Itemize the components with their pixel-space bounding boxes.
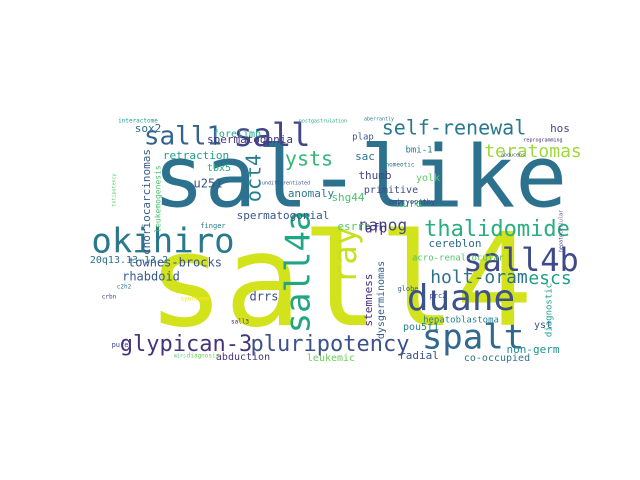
cloud-word: stemness — [362, 274, 375, 327]
cloud-word: globe — [397, 285, 418, 293]
cloud-word: tbx5 — [207, 163, 231, 174]
cloud-word: sall4b — [463, 241, 579, 279]
cloud-word: nurd — [396, 197, 423, 210]
cloud-word: embryopathy — [389, 198, 435, 206]
cloud-word: self-renewal — [382, 116, 527, 140]
cloud-word: interactome — [118, 118, 158, 125]
cloud-word: diagnosis — [187, 353, 220, 360]
cloud-word: sall3 — [231, 319, 249, 326]
cloud-word: leukemic — [307, 353, 355, 364]
cloud-word: sall1 — [144, 122, 222, 152]
cloud-word: dysgerminomas — [376, 261, 387, 339]
cloud-word: postgastrulation — [299, 119, 347, 125]
cloud-word: escs — [528, 268, 571, 289]
cloud-word: finger — [200, 222, 225, 230]
cloud-word: non-germ — [507, 343, 560, 356]
cloud-word: radial — [399, 349, 439, 362]
cloud-word: pou5f1 — [403, 322, 439, 333]
cloud-word: homeotic — [386, 162, 415, 169]
cloud-word: leukemogenesis — [154, 165, 163, 233]
cloud-word: reprogramming — [523, 138, 562, 144]
cloud-word: bmi-1 — [405, 146, 432, 156]
cloud-word: pluripotency — [251, 332, 410, 357]
cloud-word: drrs — [250, 290, 279, 304]
cloud-word: cereblon — [429, 237, 482, 250]
cloud-word: undifferentiated — [262, 181, 310, 187]
cloud-word: glypican-3 — [120, 332, 252, 357]
cloud-word: aberrantly — [364, 117, 394, 123]
cloud-word: forelimb — [213, 129, 261, 140]
cloud-word: yst — [534, 320, 552, 331]
cloud-word: mirs — [174, 354, 186, 360]
cloud-word: shg44 — [331, 191, 364, 204]
cloud-word: ysts — [285, 147, 333, 171]
cloud-word: spermatogonial — [237, 209, 330, 222]
cloud-word: teratomas — [484, 141, 582, 162]
cloud-word: duane — [407, 278, 515, 319]
cloud-word: abduction — [216, 352, 270, 363]
cloud-word: hepatoblastoma — [423, 316, 499, 326]
cloud-word: crbn — [102, 294, 117, 301]
cloud-word: prc2 — [430, 292, 447, 300]
cloud-word: rhabdoid — [122, 270, 180, 284]
cloud-word: sox2 — [135, 122, 162, 135]
cloud-word: sal-like — [153, 127, 567, 227]
cloud-word: spermatogonia — [207, 133, 293, 146]
cloud-word: hos — [550, 122, 570, 135]
cloud-word: sall4 — [147, 207, 532, 356]
cloud-word: thalidomide — [424, 217, 570, 242]
cloud-word: nanog — [359, 216, 407, 235]
cloud-word: townes-brocks — [128, 256, 222, 270]
cloud-word: sall4a — [279, 211, 319, 334]
cloud-word: plap — [352, 133, 374, 143]
cloud-word: totipotency — [112, 173, 118, 206]
cloud-word: ray — [326, 226, 364, 284]
cloud-word: syndrome — [181, 296, 210, 303]
cloud-word: holt-oram — [430, 267, 528, 288]
cloud-word: okihiro — [91, 222, 234, 262]
cloud-word: yolk — [416, 173, 440, 184]
cloud-word: choriocarcinomas — [140, 149, 153, 255]
cloud-word: u251 — [194, 177, 223, 191]
cloud-word: anomaly — [288, 187, 335, 200]
cloud-word: acro-renal-ocular — [412, 254, 505, 264]
cloud-word: esrrb — [337, 220, 370, 233]
cloud-word: 20q13.13-13.2 — [90, 255, 168, 266]
cloud-word: afp — [365, 222, 387, 236]
cloud-word: thumb — [358, 169, 391, 182]
cloud-word: diagnostic — [545, 283, 555, 337]
cloud-word: pure — [112, 341, 129, 349]
cloud-word: spalt — [422, 318, 524, 358]
cloud-word: co-occupied — [464, 353, 530, 364]
cloud-word: c2h2 — [117, 284, 132, 291]
cloud-word: oct4 — [242, 154, 266, 202]
cloud-word: sac — [355, 150, 375, 163]
cloud-word: hepatocellular — [559, 210, 565, 252]
cloud-word: abducens — [501, 153, 525, 159]
cloud-word: primitive — [364, 185, 418, 196]
cloud-word: retraction — [163, 149, 229, 162]
cloud-word: sall — [233, 116, 310, 154]
